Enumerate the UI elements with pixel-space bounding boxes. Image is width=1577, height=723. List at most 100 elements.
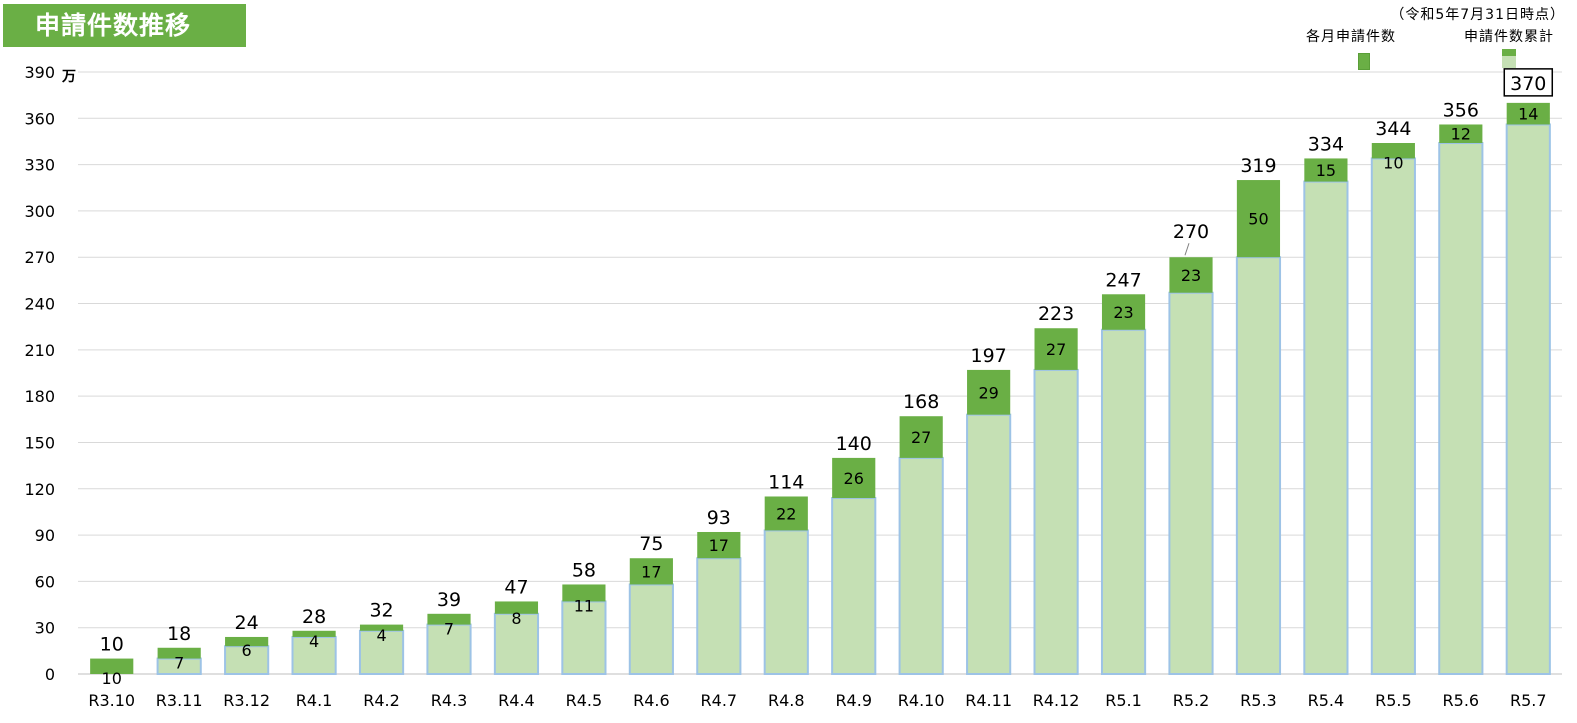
x-tick-label: R4.8 — [768, 691, 805, 710]
bar-monthly — [967, 369, 1011, 415]
x-tick-label: R4.7 — [701, 691, 738, 710]
x-tick-label: R5.2 — [1173, 691, 1210, 710]
y-tick-label: 390 — [24, 63, 55, 82]
monthly-value-label: 8 — [511, 609, 521, 628]
total-value-label: 197 — [971, 345, 1007, 367]
bar-monthly — [292, 630, 336, 637]
bar-cumulative — [696, 557, 742, 676]
x-tick-label: R4.2 — [363, 691, 400, 710]
monthly-value-label: 4 — [376, 626, 386, 645]
y-tick-label: 90 — [35, 526, 55, 545]
bar-cumulative — [763, 529, 809, 676]
total-value-label: 32 — [369, 600, 393, 622]
bar-cumulative — [1438, 142, 1484, 675]
legend-monthly-swatch — [1358, 53, 1370, 70]
bar-monthly — [1506, 102, 1550, 125]
bar-cumulative — [1303, 180, 1349, 675]
x-tick-label: R4.10 — [898, 691, 945, 710]
bar-monthly — [1371, 143, 1415, 159]
y-tick-label: 30 — [35, 619, 55, 638]
bar-cumulative — [426, 623, 472, 675]
bar-monthly — [1236, 180, 1281, 258]
total-value-label: 114 — [768, 471, 804, 493]
bar-monthly — [1169, 257, 1213, 293]
bar-cumulative — [561, 600, 607, 676]
monthly-value-label: 15 — [1316, 161, 1336, 180]
bar-monthly — [629, 558, 673, 585]
monthly-value-label: 10 — [102, 669, 122, 688]
bar-monthly — [359, 624, 404, 631]
total-value-label: 24 — [235, 612, 259, 634]
x-tick-label: R4.6 — [633, 691, 670, 710]
total-value-label: 93 — [707, 507, 731, 529]
monthly-value-label: 27 — [1046, 340, 1066, 359]
x-tick-label: R4.4 — [498, 691, 535, 710]
monthly-value-label: 22 — [776, 504, 796, 523]
total-value-label: 58 — [572, 559, 596, 581]
chart-title: 申請件数推移 — [3, 4, 246, 47]
x-tick-label: R5.3 — [1240, 691, 1277, 710]
total-value-label: 39 — [437, 589, 461, 611]
monthly-value-label: 50 — [1248, 210, 1268, 229]
y-tick-label: 180 — [24, 387, 55, 406]
x-tick-label: R3.10 — [88, 691, 135, 710]
monthly-value-label: 27 — [911, 428, 931, 447]
bar-cumulative — [1235, 256, 1282, 675]
bar-monthly — [90, 658, 134, 674]
x-tick-label: R5.7 — [1510, 691, 1547, 710]
total-value-label: 247 — [1105, 269, 1141, 291]
monthly-value-label: 12 — [1451, 125, 1471, 144]
bar-monthly — [1439, 124, 1483, 144]
bar-monthly — [899, 416, 943, 458]
total-value-label: 140 — [836, 433, 872, 455]
x-tick-label: R3.11 — [156, 691, 203, 710]
total-value-label: 270 — [1173, 221, 1209, 243]
bar-cumulative — [628, 583, 674, 676]
y-tick-label: 360 — [24, 109, 55, 128]
x-tick-label: R4.9 — [835, 691, 872, 710]
total-value-label: 319 — [1240, 155, 1276, 177]
y-unit-label: 万 — [61, 69, 76, 85]
legend-cumulative-label: 申請件数累計 — [1464, 29, 1554, 45]
total-value-label: 223 — [1038, 303, 1074, 325]
monthly-value-label: 23 — [1181, 266, 1201, 285]
monthly-value-label: 4 — [309, 632, 319, 651]
legend-cumulative-swatch — [1502, 49, 1516, 68]
monthly-value-label: 7 — [174, 654, 184, 673]
monthly-value-label: 17 — [641, 562, 661, 581]
bar-cumulative — [1168, 291, 1214, 675]
monthly-value-label: 11 — [574, 596, 594, 615]
y-tick-label: 0 — [45, 665, 55, 684]
monthly-value-label: 29 — [978, 383, 998, 402]
monthly-value-label: 23 — [1113, 303, 1133, 322]
x-tick-label: R5.6 — [1443, 691, 1480, 710]
bar-monthly — [157, 647, 201, 659]
total-value-label: 47 — [504, 576, 528, 598]
y-tick-label: 240 — [24, 295, 55, 314]
monthly-value-label: 26 — [844, 469, 864, 488]
x-tick-label: R5.5 — [1375, 691, 1412, 710]
total-value-label: 356 — [1443, 99, 1479, 121]
bar-monthly — [1304, 158, 1348, 182]
monthly-value-label: 7 — [444, 620, 454, 639]
monthly-value-label: 10 — [1383, 153, 1403, 172]
monthly-value-label: 17 — [709, 536, 729, 555]
total-value-label: 334 — [1308, 133, 1344, 155]
bar-monthly — [1034, 328, 1078, 370]
total-value-label: 344 — [1375, 118, 1411, 140]
bar-cumulative — [831, 497, 877, 675]
y-tick-label: 270 — [24, 248, 55, 267]
x-tick-label: R4.5 — [566, 691, 603, 710]
total-value-label: 75 — [639, 533, 663, 555]
x-tick-label: R3.12 — [223, 691, 270, 710]
y-tick-label: 300 — [24, 202, 55, 221]
bar-cumulative — [1033, 368, 1079, 675]
y-tick-label: 330 — [24, 156, 55, 175]
bar-cumulative — [1505, 123, 1551, 675]
as-of-date: （令和5年7月31日時点） — [1390, 7, 1565, 23]
bar-cumulative — [358, 629, 405, 675]
bar-monthly — [697, 531, 741, 559]
bar-monthly — [494, 601, 539, 614]
bar-cumulative — [966, 413, 1012, 675]
